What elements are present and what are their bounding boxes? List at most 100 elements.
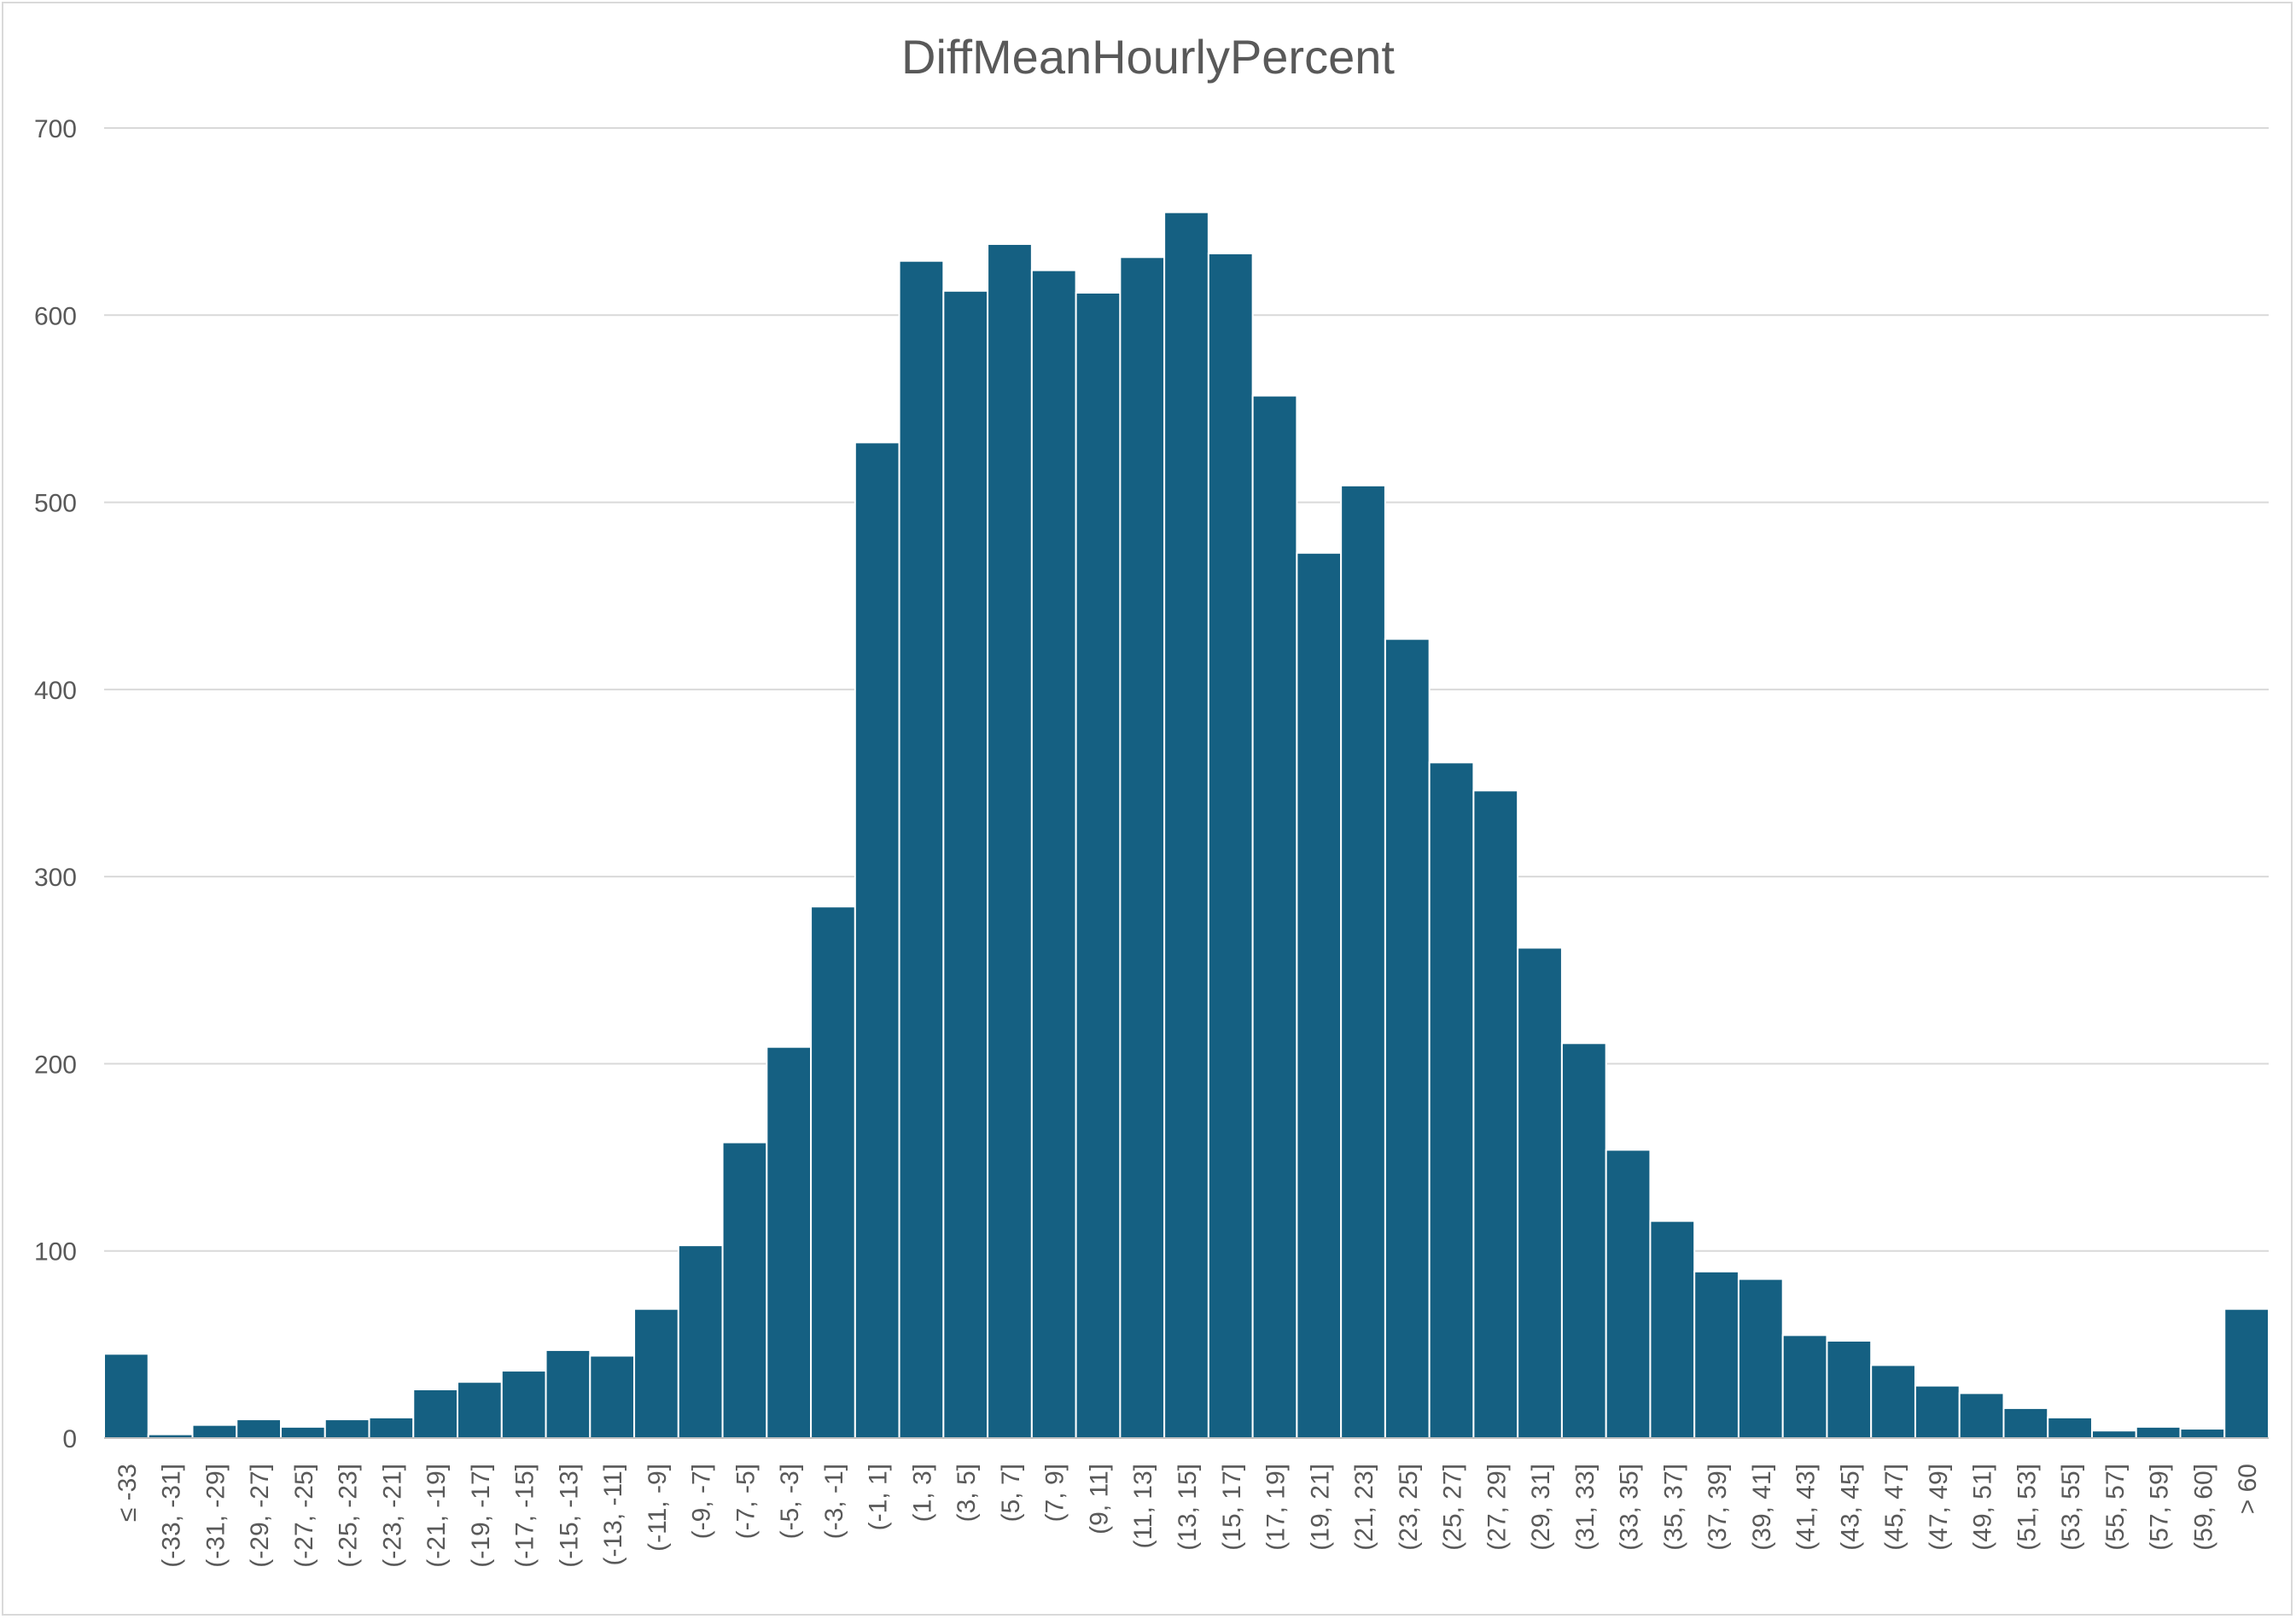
bar-19 bbox=[943, 291, 988, 1438]
bar-30 bbox=[1430, 762, 1474, 1438]
bar-31 bbox=[1473, 790, 1518, 1438]
x-tick-label: (23, 25] bbox=[1395, 1464, 1423, 1551]
x-tick-label: (-9, -7] bbox=[688, 1464, 716, 1539]
x-tick-label: (47, 49] bbox=[1925, 1464, 1953, 1551]
bar-3 bbox=[236, 1419, 281, 1438]
x-tick-label: (57, 59] bbox=[2146, 1464, 2174, 1551]
bar-26 bbox=[1253, 396, 1297, 1438]
x-tick-label: (9, 11] bbox=[1085, 1464, 1113, 1535]
x-tick-label: (31, 33] bbox=[1571, 1464, 1600, 1551]
bar-47 bbox=[2180, 1429, 2224, 1438]
x-tick-label: (43, 45] bbox=[1836, 1464, 1864, 1551]
bars bbox=[104, 213, 2269, 1438]
x-tick-label: (13, 15] bbox=[1174, 1464, 1202, 1551]
x-tick-label: (-5, -3] bbox=[776, 1464, 804, 1539]
bar-40 bbox=[1871, 1365, 1915, 1438]
x-tick-label: (-13, -11] bbox=[599, 1464, 627, 1566]
x-tick-label: (-33, -31] bbox=[158, 1464, 186, 1568]
x-tick-label: (-7, -5] bbox=[731, 1464, 760, 1539]
x-tick-label: (-25, -23] bbox=[335, 1464, 363, 1568]
bar-21 bbox=[1032, 271, 1076, 1438]
bar-5 bbox=[325, 1419, 370, 1438]
bar-23 bbox=[1120, 257, 1164, 1438]
x-tick-label: (-21, -19] bbox=[422, 1464, 451, 1568]
x-tick-label: (-27, -25] bbox=[290, 1464, 318, 1568]
x-tick-label: (41, 43] bbox=[1792, 1464, 1821, 1551]
x-tick-label: (-17, -15] bbox=[511, 1464, 539, 1568]
x-axis-ticks: ≤ -33 (-33, -31] (-31, -29] (-29, -27] (-27,… bbox=[114, 1464, 2262, 1568]
bar-41 bbox=[1915, 1386, 1960, 1438]
bar-27 bbox=[1297, 553, 1341, 1438]
bar-15 bbox=[766, 1047, 811, 1438]
bar-6 bbox=[370, 1418, 414, 1438]
bar-9 bbox=[502, 1371, 546, 1438]
bar-36 bbox=[1694, 1272, 1739, 1438]
bar-18 bbox=[900, 261, 944, 1438]
x-tick-label: (11, 13] bbox=[1129, 1464, 1157, 1549]
y-tick-label: 100 bbox=[34, 1238, 77, 1267]
bar-45 bbox=[2092, 1430, 2136, 1438]
bar-13 bbox=[679, 1245, 723, 1438]
x-tick-label: (45, 47] bbox=[1880, 1464, 1908, 1551]
y-axis-ticks: 0 100 200 300 400 500 600 700 bbox=[34, 115, 77, 1453]
bar-39 bbox=[1827, 1341, 1871, 1438]
bar-10 bbox=[546, 1350, 591, 1438]
bar-44 bbox=[2048, 1418, 2092, 1438]
x-tick-label: (-31, -29] bbox=[201, 1464, 230, 1568]
bar-48 bbox=[2224, 1309, 2269, 1438]
x-tick-label: (53, 55] bbox=[2057, 1464, 2085, 1551]
x-tick-label: (51, 53] bbox=[2013, 1464, 2041, 1551]
bar-4 bbox=[281, 1427, 325, 1438]
bar-32 bbox=[1518, 947, 1562, 1438]
x-tick-label: (29, 31] bbox=[1527, 1464, 1555, 1551]
chart-title: DiffMeanHourlyPercent bbox=[901, 30, 1395, 84]
bar-43 bbox=[2003, 1408, 2048, 1438]
x-tick-label: (-15, -13] bbox=[555, 1464, 583, 1568]
x-tick-label: (37, 39] bbox=[1704, 1464, 1732, 1551]
x-tick-label: (55, 57] bbox=[2101, 1464, 2130, 1551]
bar-17 bbox=[855, 442, 900, 1438]
bar-8 bbox=[457, 1382, 502, 1438]
x-tick-label: (-23, -21] bbox=[378, 1464, 406, 1568]
x-tick-label: ≤ -33 bbox=[114, 1464, 142, 1522]
bar-38 bbox=[1783, 1335, 1827, 1438]
x-tick-label: (-11, -9] bbox=[644, 1464, 672, 1552]
x-tick-label: (-19, -17] bbox=[467, 1464, 495, 1568]
y-tick-label: 700 bbox=[34, 115, 77, 143]
x-tick-label: (-1, 1] bbox=[865, 1464, 893, 1530]
x-tick-label: (15, 17] bbox=[1218, 1464, 1246, 1551]
x-tick-label: (19, 21] bbox=[1306, 1464, 1334, 1551]
y-tick-label: 0 bbox=[62, 1425, 77, 1453]
y-tick-label: 400 bbox=[34, 677, 77, 705]
bar-22 bbox=[1076, 293, 1121, 1438]
x-tick-label: (1, 3] bbox=[908, 1464, 936, 1522]
x-tick-label: (33, 35] bbox=[1616, 1464, 1644, 1551]
x-tick-label: (-3, -1] bbox=[820, 1464, 848, 1539]
bar-0 bbox=[104, 1354, 149, 1438]
bar-37 bbox=[1739, 1279, 1783, 1438]
y-tick-label: 600 bbox=[34, 302, 77, 330]
x-tick-label: (21, 23] bbox=[1350, 1464, 1378, 1551]
x-tick-label: (3, 5] bbox=[953, 1464, 981, 1522]
x-tick-label: (25, 27] bbox=[1439, 1464, 1467, 1551]
bar-34 bbox=[1606, 1150, 1651, 1438]
x-tick-label: (39, 41] bbox=[1748, 1464, 1776, 1551]
bar-12 bbox=[634, 1309, 679, 1438]
bar-11 bbox=[590, 1356, 634, 1438]
x-tick-label: (59, 60] bbox=[2189, 1464, 2217, 1551]
bar-7 bbox=[413, 1389, 457, 1438]
bar-42 bbox=[1960, 1393, 2004, 1438]
bar-29 bbox=[1385, 639, 1430, 1438]
bar-33 bbox=[1562, 1043, 1606, 1438]
bar-16 bbox=[811, 906, 855, 1438]
bar-2 bbox=[193, 1425, 237, 1438]
bar-25 bbox=[1209, 253, 1253, 1438]
x-tick-label: (27, 29] bbox=[1483, 1464, 1511, 1551]
x-tick-label: (17, 19] bbox=[1262, 1464, 1291, 1551]
y-tick-label: 200 bbox=[34, 1051, 77, 1079]
y-tick-label: 500 bbox=[34, 490, 77, 518]
x-tick-label: (7, 9] bbox=[1041, 1464, 1069, 1522]
x-tick-label: (5, 7] bbox=[997, 1464, 1025, 1522]
x-tick-label: (35, 37] bbox=[1659, 1464, 1687, 1551]
